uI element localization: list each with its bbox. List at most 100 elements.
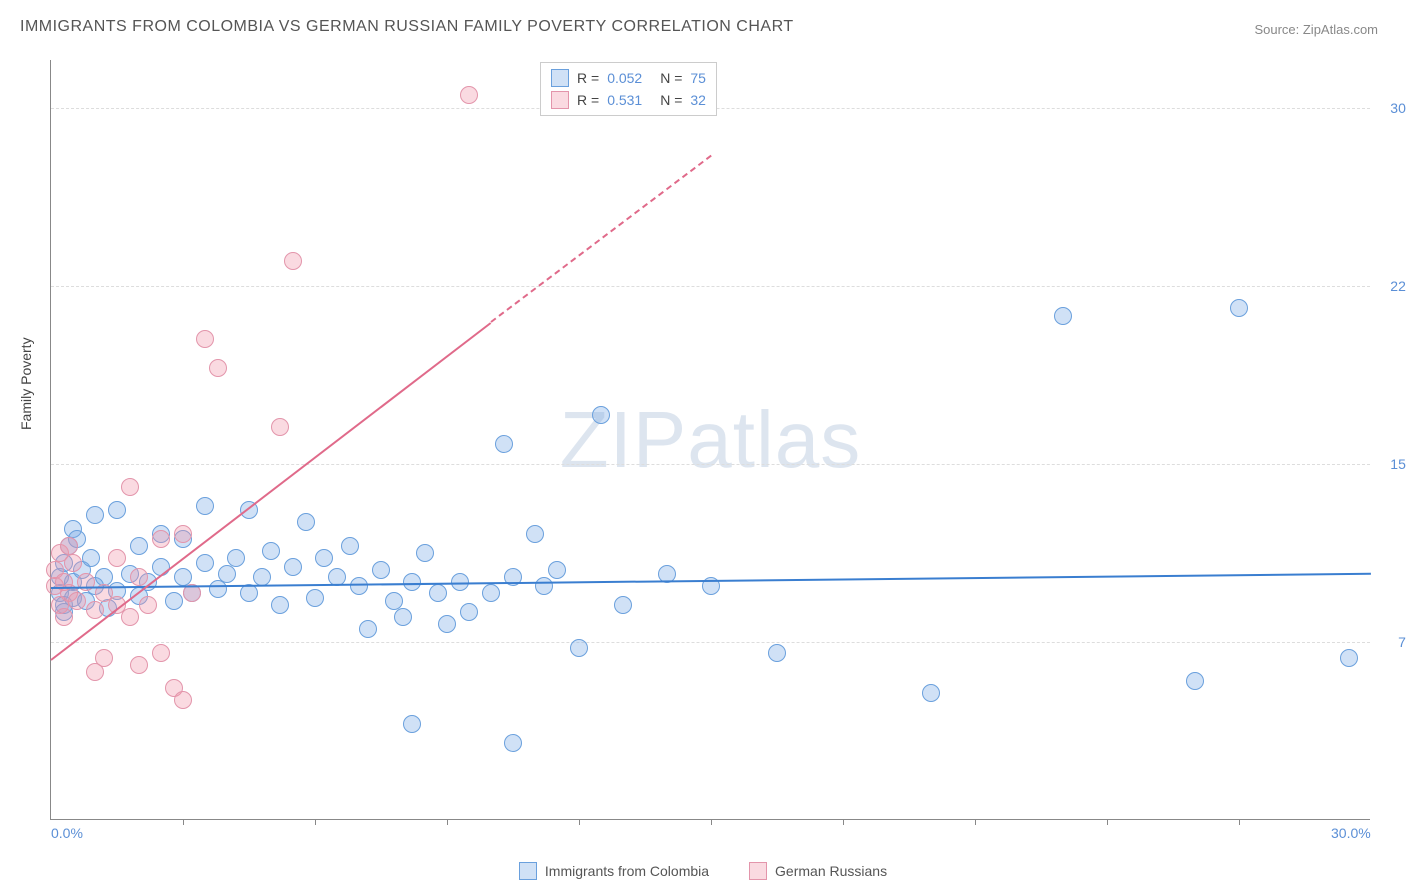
scatter-point — [95, 568, 113, 586]
y-tick-label: 7.5% — [1375, 634, 1406, 650]
scatter-point — [227, 549, 245, 567]
scatter-point — [152, 530, 170, 548]
scatter-point — [372, 561, 390, 579]
source-attribution: Source: ZipAtlas.com — [1254, 22, 1378, 37]
legend-item: Immigrants from Colombia — [519, 862, 709, 880]
scatter-point — [403, 573, 421, 591]
scatter-point — [1340, 649, 1358, 667]
scatter-point — [403, 715, 421, 733]
scatter-point — [60, 537, 78, 555]
scatter-point — [240, 584, 258, 602]
scatter-point — [86, 601, 104, 619]
grid-line — [51, 286, 1370, 287]
scatter-point — [253, 568, 271, 586]
scatter-point — [306, 589, 324, 607]
scatter-point — [209, 359, 227, 377]
x-tick-mark — [447, 819, 448, 825]
legend-r-value: 0.531 — [607, 92, 652, 108]
scatter-point — [86, 506, 104, 524]
scatter-point — [482, 584, 500, 602]
scatter-point — [271, 418, 289, 436]
legend-swatch — [551, 69, 569, 87]
y-tick-label: 22.5% — [1375, 278, 1406, 294]
scatter-point — [460, 603, 478, 621]
legend-n-value: 75 — [690, 70, 706, 86]
legend-label: Immigrants from Colombia — [545, 863, 709, 879]
x-tick-mark — [843, 819, 844, 825]
legend-row: R = 0.531 N = 32 — [551, 89, 706, 111]
y-tick-label: 30.0% — [1375, 100, 1406, 116]
scatter-point — [196, 497, 214, 515]
scatter-point — [130, 537, 148, 555]
scatter-point — [262, 542, 280, 560]
scatter-point — [218, 565, 236, 583]
x-tick-mark — [579, 819, 580, 825]
x-tick-mark — [1107, 819, 1108, 825]
scatter-point — [315, 549, 333, 567]
x-tick-label: 30.0% — [1331, 825, 1371, 841]
series-legend: Immigrants from Colombia German Russians — [0, 862, 1406, 880]
scatter-point — [1186, 672, 1204, 690]
scatter-point — [614, 596, 632, 614]
scatter-point — [68, 592, 86, 610]
scatter-point — [535, 577, 553, 595]
y-axis-label: Family Poverty — [18, 337, 34, 430]
scatter-point — [108, 501, 126, 519]
scatter-point — [359, 620, 377, 638]
scatter-point — [341, 537, 359, 555]
scatter-point — [592, 406, 610, 424]
scatter-point — [130, 568, 148, 586]
scatter-point — [438, 615, 456, 633]
scatter-point — [152, 644, 170, 662]
scatter-point — [121, 478, 139, 496]
scatter-point — [174, 691, 192, 709]
scatter-point — [460, 86, 478, 104]
scatter-point — [196, 330, 214, 348]
scatter-point — [526, 525, 544, 543]
scatter-point — [196, 554, 214, 572]
scatter-point — [768, 644, 786, 662]
scatter-point — [95, 649, 113, 667]
scatter-point — [271, 596, 289, 614]
legend-n-label: N = — [660, 70, 682, 86]
grid-line — [51, 642, 1370, 643]
scatter-point — [548, 561, 566, 579]
scatter-point — [1230, 299, 1248, 317]
legend-swatch — [519, 862, 537, 880]
legend-row: R =0.052N =75 — [551, 67, 706, 89]
scatter-point — [165, 592, 183, 610]
legend-swatch — [749, 862, 767, 880]
scatter-point — [429, 584, 447, 602]
legend-r-label: R = — [577, 92, 599, 108]
legend-r-value: 0.052 — [607, 70, 652, 86]
scatter-point — [174, 525, 192, 543]
trend-line — [490, 155, 711, 323]
legend-swatch — [551, 91, 569, 109]
x-tick-mark — [975, 819, 976, 825]
scatter-point — [394, 608, 412, 626]
scatter-point — [416, 544, 434, 562]
x-tick-mark — [711, 819, 712, 825]
x-tick-mark — [183, 819, 184, 825]
grid-line — [51, 464, 1370, 465]
legend-label: German Russians — [775, 863, 887, 879]
scatter-point — [130, 656, 148, 674]
scatter-point — [139, 596, 157, 614]
scatter-point — [451, 573, 469, 591]
y-tick-label: 15.0% — [1375, 456, 1406, 472]
legend-n-label: N = — [660, 92, 682, 108]
scatter-point — [55, 608, 73, 626]
scatter-point — [174, 568, 192, 586]
chart-title: IMMIGRANTS FROM COLOMBIA VS GERMAN RUSSI… — [20, 18, 794, 36]
correlation-legend: R = 0.052 N = 75 R = 0.531 N = 32 — [540, 62, 717, 116]
legend-n-value: 32 — [690, 92, 706, 108]
scatter-point — [284, 558, 302, 576]
scatter-point — [64, 554, 82, 572]
scatter-point — [495, 435, 513, 453]
x-tick-label: 0.0% — [51, 825, 83, 841]
scatter-point — [504, 734, 522, 752]
scatter-point — [108, 549, 126, 567]
scatter-plot-area: ZIPatlas 7.5%15.0%22.5%30.0%0.0%30.0% — [50, 60, 1370, 820]
x-tick-mark — [315, 819, 316, 825]
legend-item: German Russians — [749, 862, 887, 880]
